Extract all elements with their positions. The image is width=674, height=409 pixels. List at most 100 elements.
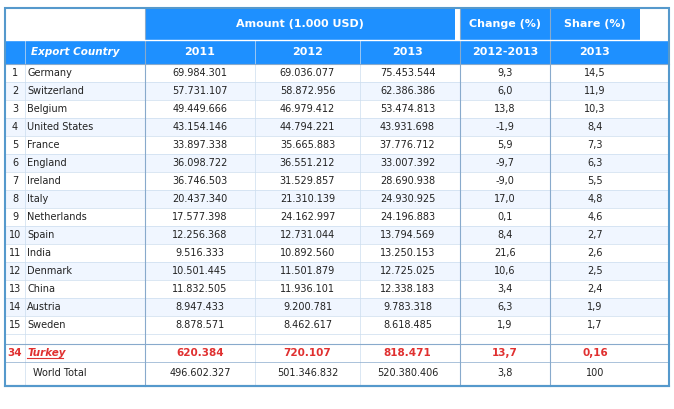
Bar (5, 64, 669, 82)
Text: 62.386.386: 62.386.386 (380, 86, 435, 96)
Text: 8.878.571: 8.878.571 (175, 320, 224, 330)
Bar (5, 316, 669, 334)
Text: 3: 3 (12, 104, 18, 114)
Text: 24.930.925: 24.930.925 (380, 194, 435, 204)
Text: 20.437.340: 20.437.340 (173, 194, 228, 204)
Text: 6,0: 6,0 (497, 86, 513, 96)
Text: 9.783.318: 9.783.318 (383, 302, 432, 312)
Bar (5, 364, 669, 382)
Text: Sweden: Sweden (27, 320, 65, 330)
Text: 8.618.485: 8.618.485 (383, 320, 432, 330)
Text: 37.776.712: 37.776.712 (379, 140, 435, 150)
Text: 14: 14 (9, 302, 21, 312)
Text: 7: 7 (12, 176, 18, 186)
Text: Ireland: Ireland (27, 176, 61, 186)
Text: 4,8: 4,8 (587, 194, 603, 204)
Text: 44.794.221: 44.794.221 (280, 122, 335, 132)
Text: United States: United States (27, 122, 93, 132)
Text: 11.936.101: 11.936.101 (280, 284, 335, 294)
Text: 0,16: 0,16 (582, 348, 608, 358)
Text: 11,9: 11,9 (584, 86, 606, 96)
Bar (5, 154, 669, 172)
Text: Denmark: Denmark (27, 266, 72, 276)
Text: Belgium: Belgium (27, 104, 67, 114)
Text: 501.346.832: 501.346.832 (277, 368, 338, 378)
Text: France: France (27, 140, 59, 150)
Text: 10: 10 (9, 230, 21, 240)
Text: 6,3: 6,3 (497, 302, 513, 312)
Text: 24.162.997: 24.162.997 (280, 212, 335, 222)
Text: 36.551.212: 36.551.212 (280, 158, 335, 168)
Text: 10,3: 10,3 (584, 104, 606, 114)
Text: 3,4: 3,4 (497, 284, 513, 294)
Text: 17.577.398: 17.577.398 (173, 212, 228, 222)
Text: Spain: Spain (27, 230, 55, 240)
Bar (5, 136, 669, 154)
Text: 818.471: 818.471 (384, 348, 431, 358)
Text: 11.832.505: 11.832.505 (173, 284, 228, 294)
Text: 720.107: 720.107 (284, 348, 332, 358)
Text: 14,5: 14,5 (584, 68, 606, 78)
Text: 12.725.025: 12.725.025 (379, 266, 435, 276)
Text: 3,8: 3,8 (497, 368, 513, 378)
Text: 75.453.544: 75.453.544 (379, 68, 435, 78)
Text: 13,8: 13,8 (494, 104, 516, 114)
Text: 31.529.857: 31.529.857 (280, 176, 335, 186)
Text: 2,7: 2,7 (587, 230, 603, 240)
Text: 33.897.338: 33.897.338 (173, 140, 228, 150)
Text: Turkey: Turkey (27, 348, 65, 358)
Text: 12.338.183: 12.338.183 (380, 284, 435, 294)
Text: 1,9: 1,9 (587, 302, 603, 312)
Bar (5, 100, 669, 118)
Text: 0,1: 0,1 (497, 212, 513, 222)
Text: 6: 6 (12, 158, 18, 168)
Bar (5, 40, 669, 64)
Text: 35.665.883: 35.665.883 (280, 140, 335, 150)
Text: -9,7: -9,7 (495, 158, 514, 168)
Text: 10,6: 10,6 (494, 266, 516, 276)
Text: 4: 4 (12, 122, 18, 132)
Text: Export Country: Export Country (31, 47, 119, 57)
Text: Germany: Germany (27, 68, 72, 78)
Text: 496.602.327: 496.602.327 (169, 368, 231, 378)
Text: 2013: 2013 (392, 47, 423, 57)
Text: 2,6: 2,6 (587, 248, 603, 258)
Text: 5: 5 (12, 140, 18, 150)
Bar (145, 8, 455, 40)
Text: England: England (27, 158, 67, 168)
Text: 34: 34 (7, 348, 22, 358)
Text: 2,4: 2,4 (587, 284, 603, 294)
Text: 43.154.146: 43.154.146 (173, 122, 228, 132)
Text: 49.449.666: 49.449.666 (173, 104, 228, 114)
Text: 12: 12 (9, 266, 21, 276)
Bar (5, 118, 669, 136)
Bar (5, 190, 669, 208)
Bar (5, 344, 669, 362)
Text: Austria: Austria (27, 302, 61, 312)
Text: 57.731.107: 57.731.107 (173, 86, 228, 96)
Text: 13,7: 13,7 (492, 348, 518, 358)
Text: 12.731.044: 12.731.044 (280, 230, 335, 240)
Text: Italy: Italy (27, 194, 49, 204)
Text: 8.462.617: 8.462.617 (283, 320, 332, 330)
Text: 8,4: 8,4 (587, 122, 603, 132)
Text: 6,3: 6,3 (587, 158, 603, 168)
Text: -1,9: -1,9 (495, 122, 514, 132)
Text: 36.746.503: 36.746.503 (173, 176, 228, 186)
Text: 10.892.560: 10.892.560 (280, 248, 335, 258)
Bar (5, 334, 669, 344)
Text: 13.250.153: 13.250.153 (380, 248, 435, 258)
Text: 46.979.412: 46.979.412 (280, 104, 335, 114)
Text: 69.984.301: 69.984.301 (173, 68, 228, 78)
Text: -9,0: -9,0 (495, 176, 514, 186)
Text: 17,0: 17,0 (494, 194, 516, 204)
Text: 2012: 2012 (292, 47, 323, 57)
Text: 2013: 2013 (580, 47, 611, 57)
Bar (550, 8, 640, 40)
Text: 4,6: 4,6 (587, 212, 603, 222)
Text: 8,4: 8,4 (497, 230, 513, 240)
Text: 11: 11 (9, 248, 21, 258)
Text: 33.007.392: 33.007.392 (380, 158, 435, 168)
Text: 13: 13 (9, 284, 21, 294)
Text: 8.947.433: 8.947.433 (175, 302, 224, 312)
